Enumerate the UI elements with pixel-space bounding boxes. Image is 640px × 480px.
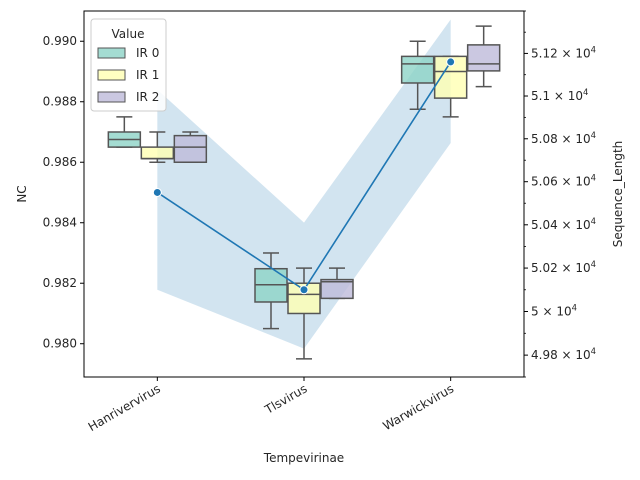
box-body	[140, 146, 175, 160]
legend-label: IR 0	[136, 46, 159, 60]
line-layer	[152, 57, 456, 295]
y2-tick-label: 5 × 104	[531, 304, 577, 319]
box-ir-0-hanrivervirus	[107, 116, 142, 148]
x-axis-title: Tempevirinae	[263, 451, 344, 465]
legend-frame	[90, 18, 167, 112]
legend-label: IR 1	[136, 68, 159, 82]
box-body	[400, 55, 435, 84]
y2-tick-label: 5.04 × 104	[531, 217, 596, 232]
ci-band	[157, 19, 451, 349]
y2-tick-label: 5.06 × 104	[531, 174, 596, 189]
legend-label: IR 2	[136, 90, 159, 104]
y2-tick-label: 5.02 × 104	[531, 260, 596, 275]
line-marker-hanrivervirus	[152, 187, 162, 197]
box-body	[173, 134, 208, 163]
y-tick-label: 0.980	[43, 337, 77, 351]
box-ir-2-warwickvirus	[466, 25, 501, 88]
line-marker-warwickvirus	[446, 57, 456, 67]
y-axis-title: NC	[15, 185, 29, 202]
legend-swatch	[97, 69, 126, 81]
legend-swatch	[97, 47, 126, 59]
legend-entries: IR 0 IR 1 IR 2	[97, 46, 159, 104]
x-tick-label: Hanrivervirus	[86, 381, 163, 434]
y-tick-label: 0.990	[43, 34, 77, 48]
x-tick-label: Tlsvirus	[262, 381, 310, 417]
y2-tick-label: 5.08 × 104	[531, 131, 596, 146]
box-ir-2-tlsvirus	[320, 267, 354, 300]
x-tick-label: Warwickvirus	[380, 381, 456, 433]
y-axis-right: 4.98 × 104 5 × 104 5.02 × 104 5.04 × 104 5.0…	[524, 10, 596, 378]
y-tick-label: 0.988	[43, 95, 77, 109]
y2-tick-label: 5.1 × 104	[531, 88, 588, 103]
x-axis: Hanrivervirus Tlsvirus Warwickvirus	[86, 377, 456, 434]
y-tick-label: 0.986	[43, 155, 77, 169]
ci-band-layer	[157, 19, 451, 349]
box-body	[320, 278, 354, 300]
legend: Value IR 0 IR 1 IR 2	[90, 18, 167, 112]
y-tick-label: 0.982	[43, 276, 77, 290]
legend-swatch	[97, 91, 126, 103]
legend-title: Value	[112, 27, 145, 41]
y2-axis-title: Sequence_Length	[611, 141, 625, 248]
line-marker-tlsvirus	[299, 285, 309, 295]
box-body	[466, 44, 501, 72]
y2-tick-label: 5.12 × 104	[531, 45, 596, 60]
y2-tick-label: 4.98 × 104	[531, 347, 596, 362]
box-ir-2-hanrivervirus	[173, 131, 208, 163]
box-ir-0-warwickvirus	[400, 40, 435, 111]
y-tick-label: 0.984	[43, 216, 77, 230]
y-axis-left: 0.980 0.982 0.984 0.986 0.988 0.990	[43, 34, 84, 351]
box-ir-1-hanrivervirus	[140, 131, 175, 163]
